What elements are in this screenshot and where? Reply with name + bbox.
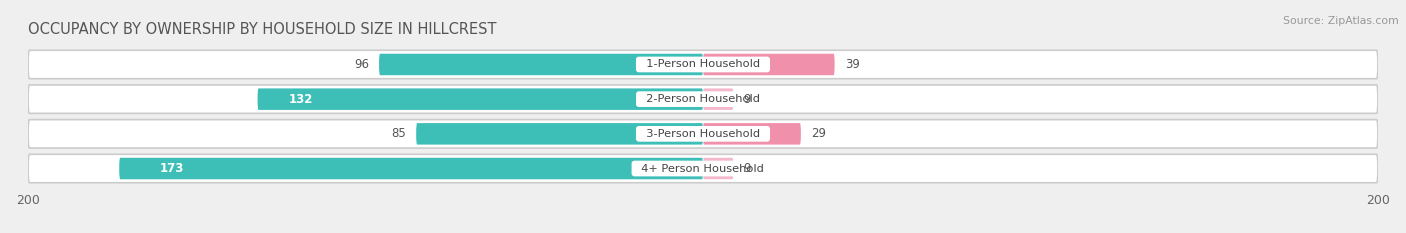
FancyBboxPatch shape [28,85,1378,113]
FancyBboxPatch shape [703,158,734,179]
FancyBboxPatch shape [257,88,703,110]
FancyBboxPatch shape [703,123,801,145]
Text: 4+ Person Household: 4+ Person Household [634,164,772,174]
Text: 3-Person Household: 3-Person Household [638,129,768,139]
Text: 2-Person Household: 2-Person Household [638,94,768,104]
FancyBboxPatch shape [416,123,703,145]
Text: Source: ZipAtlas.com: Source: ZipAtlas.com [1284,16,1399,26]
FancyBboxPatch shape [120,158,703,179]
Text: 39: 39 [845,58,859,71]
Text: 85: 85 [391,127,406,140]
Text: 173: 173 [160,162,184,175]
FancyBboxPatch shape [703,54,835,75]
Text: OCCUPANCY BY OWNERSHIP BY HOUSEHOLD SIZE IN HILLCREST: OCCUPANCY BY OWNERSHIP BY HOUSEHOLD SIZE… [28,22,496,37]
Text: 29: 29 [811,127,825,140]
FancyBboxPatch shape [28,154,1378,183]
Text: 9: 9 [744,162,751,175]
Text: 9: 9 [744,93,751,106]
FancyBboxPatch shape [703,88,734,110]
FancyBboxPatch shape [28,120,1378,148]
Text: 96: 96 [354,58,368,71]
Text: 1-Person Household: 1-Person Household [638,59,768,69]
FancyBboxPatch shape [380,54,703,75]
FancyBboxPatch shape [28,50,1378,79]
Text: 132: 132 [288,93,314,106]
